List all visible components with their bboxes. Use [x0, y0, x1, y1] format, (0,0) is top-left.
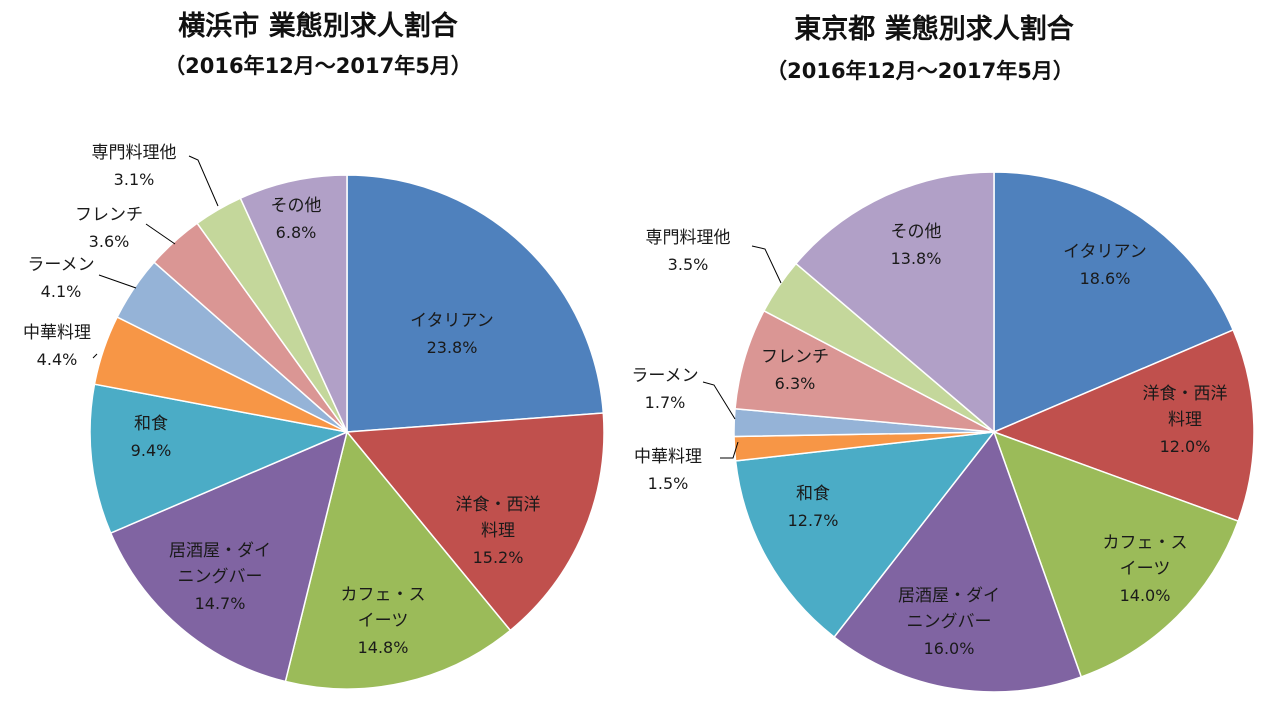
- chart-1-slice-label-2: イーツ: [358, 611, 409, 631]
- chart-1-subtitle: （2016年12月～2017年5月）: [164, 54, 472, 78]
- chart-2-slice-label-3: 居酒屋・ダイ: [898, 586, 1000, 606]
- chart-2-slice-value-3: 16.0%: [924, 639, 975, 658]
- chart-2-slice-label-2: イーツ: [1120, 559, 1171, 579]
- chart-2-slice-label-6: ラーメン: [631, 366, 698, 386]
- chart-2-slice-value-7: 6.3%: [775, 374, 816, 393]
- chart-2-slice-label-2: カフェ・ス: [1103, 533, 1188, 553]
- chart-2-slice-label-0: イタリアン: [1063, 242, 1147, 262]
- chart-2-slice-label-1: 料理: [1168, 410, 1202, 430]
- chart-1-slice-label-8: 専門料理他: [92, 143, 177, 163]
- chart-2-slice-4: [734, 431, 996, 639]
- chart-1-slice-label-0: イタリアン: [410, 311, 494, 331]
- chart-1-slice-value-1: 15.2%: [473, 548, 524, 567]
- chart-2-slice-value-6: 1.7%: [645, 393, 686, 412]
- chart-2-slice-2: [992, 430, 1240, 678]
- chart-1-slice-label-1: 料理: [481, 521, 515, 541]
- chart-2-slice-0: [993, 171, 1235, 434]
- chart-1-leader-line-6: [98, 274, 137, 289]
- chart-1-slice-2: [284, 430, 512, 690]
- chart-1-title: 横浜市 業態別求人割合: [178, 10, 457, 42]
- chart-2-slice-value-0: 18.6%: [1080, 269, 1131, 288]
- chart-2-slice-label-7: フレンチ: [761, 347, 829, 367]
- chart-1-slice-value-6: 4.1%: [41, 282, 82, 301]
- chart-1-slice-label-1: 洋食・西洋: [456, 495, 541, 515]
- chart-2-leader-line-5: [720, 441, 739, 459]
- chart-2-slice-label-9: その他: [891, 222, 942, 242]
- chart-1-slice-4: [89, 383, 350, 535]
- chart-1-slice-value-9: 6.8%: [276, 223, 317, 242]
- chart-2-subtitle: （2016年12月～2017年5月）: [766, 59, 1074, 83]
- chart-1-slice-value-4: 9.4%: [131, 441, 172, 460]
- chart-2-slice-label-5: 中華料理: [634, 447, 702, 467]
- chart-1-slice-3: [109, 430, 349, 683]
- chart-2-slice-value-2: 14.0%: [1120, 586, 1171, 605]
- chart-1-slice-label-5: 中華料理: [23, 323, 91, 343]
- chart-1-slice-label-6: ラーメン: [27, 255, 94, 275]
- chart-2-slice-1: [991, 328, 1255, 523]
- chart-1-slice-value-8: 3.1%: [114, 170, 155, 189]
- chart-1-leader-line-5: [92, 353, 98, 359]
- chart-2-slice-9: [794, 171, 995, 434]
- chart-1-slice-value-2: 14.8%: [358, 638, 409, 657]
- chart-1-leader-line-7: [145, 223, 176, 245]
- chart-1-leader-line-8: [188, 155, 219, 207]
- chart-2-leader-line-6: [702, 381, 736, 420]
- chart-1-slice-value-0: 23.8%: [427, 338, 478, 357]
- chart-1-slice-label-3: ニングバー: [178, 567, 263, 587]
- chart-2-slice-3: [833, 430, 1083, 693]
- chart-2-slice-value-9: 13.8%: [891, 249, 942, 268]
- chart-1-slice-label-9: その他: [271, 196, 322, 216]
- chart-1-slice-label-7: フレンチ: [75, 205, 143, 225]
- chart-2-slice-value-8: 3.5%: [668, 255, 709, 274]
- chart-2-slice-value-4: 12.7%: [788, 511, 839, 530]
- chart-1-slice-label-2: カフェ・ス: [341, 585, 426, 605]
- chart-1-slice-0: [346, 174, 605, 433]
- chart-1-slice-1: [345, 412, 605, 632]
- chart-2-slice-value-1: 12.0%: [1160, 437, 1211, 456]
- chart-2-title: 東京都 業態別求人割合: [794, 13, 1073, 45]
- chart-2-slice-label-3: ニングバー: [907, 612, 992, 632]
- chart-1-slice-value-7: 3.6%: [89, 232, 130, 251]
- chart-2-slice-label-1: 洋食・西洋: [1143, 384, 1228, 404]
- chart-2-slice-label-8: 専門料理他: [646, 228, 731, 248]
- chart-1-slice-label-4: 和食: [134, 414, 168, 434]
- chart-2-leader-line-8: [751, 245, 782, 284]
- chart-1-slice-9: [239, 174, 348, 433]
- chart-1-slice-value-5: 4.4%: [37, 350, 78, 369]
- chart-2-slice-label-4: 和食: [796, 484, 830, 504]
- chart-2-slice-value-5: 1.5%: [648, 474, 689, 493]
- chart-1-slice-label-3: 居酒屋・ダイ: [169, 541, 271, 561]
- chart-1-slice-value-3: 14.7%: [195, 594, 246, 613]
